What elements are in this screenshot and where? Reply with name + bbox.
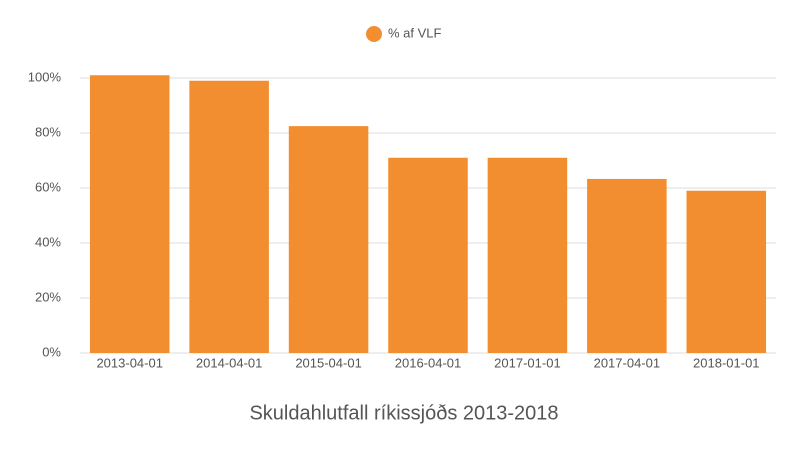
x-tick-label: 2016-04-01 <box>395 355 462 370</box>
x-tick-label: 2015-04-01 <box>295 355 362 370</box>
y-tick-label: 60% <box>35 179 61 194</box>
legend-label: % af VLF <box>388 25 442 40</box>
bar <box>288 126 369 353</box>
x-tick-label: 2017-04-01 <box>594 355 661 370</box>
x-tick-label: 2018-01-01 <box>693 355 760 370</box>
x-tick-label: 2017-01-01 <box>494 355 561 370</box>
y-tick-label: 40% <box>35 234 61 249</box>
y-tick-label: 80% <box>35 124 61 139</box>
legend-marker <box>366 26 382 42</box>
bar <box>388 157 468 353</box>
y-tick-label: 100% <box>28 69 62 84</box>
bar <box>587 178 667 353</box>
bar <box>189 80 269 353</box>
y-tick-label: 0% <box>42 344 61 359</box>
x-tick-label: 2014-04-01 <box>196 355 263 370</box>
chart-title: Skuldahlutfall ríkissjóðs 2013-2018 <box>249 402 558 424</box>
bar <box>89 75 170 353</box>
bar <box>686 190 767 353</box>
x-tick-label: 2013-04-01 <box>96 355 163 370</box>
y-tick-label: 20% <box>35 289 61 304</box>
bar <box>487 157 568 353</box>
